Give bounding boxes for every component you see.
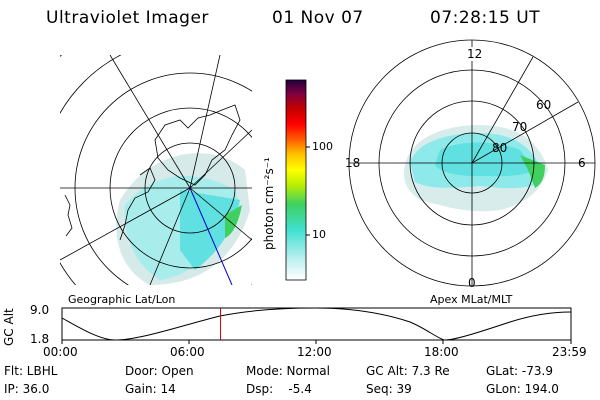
mlt-label-18: 18 xyxy=(345,156,361,170)
altitude-tick-min: 1.8 xyxy=(30,332,50,346)
glon-info: GLon: 194.0 xyxy=(486,382,559,396)
altitude-axis-label: GC Alt xyxy=(2,308,16,346)
geographic-map-image xyxy=(60,55,252,285)
seq-info: Seq: 39 xyxy=(366,382,412,396)
ip-info: IP: 36.0 xyxy=(4,382,50,396)
dsp-info: Dsp: -5.4 xyxy=(246,382,312,396)
gain-info: Gain: 14 xyxy=(125,382,176,396)
mlat-label-80: 80 xyxy=(492,141,508,155)
colorbar-tick-100: 100 xyxy=(312,140,333,153)
geographic-caption: Geographic Lat/Lon xyxy=(68,293,176,306)
altitude-curve xyxy=(61,307,572,341)
altitude-tick-max: 9.0 xyxy=(30,303,50,317)
mlat-label-60: 60 xyxy=(536,98,552,112)
mlt-label-6: 6 xyxy=(578,156,586,170)
magnetic-caption: Apex MLat/MLT xyxy=(430,293,513,306)
door-info: Door: Open xyxy=(125,364,194,378)
colorbar-tick-10: 10 xyxy=(312,228,326,241)
time-tick-0600: 06:00 xyxy=(170,345,205,359)
mlt-label-0: 0 xyxy=(468,276,476,290)
mlat-label-70: 70 xyxy=(512,120,528,134)
mlt-label-12: 12 xyxy=(467,47,483,61)
time-tick-1800: 18:00 xyxy=(424,345,459,359)
filter-info: Flt: LBHL xyxy=(4,364,58,378)
colorbar-gradient xyxy=(285,79,307,281)
mode-info: Mode: Normal xyxy=(246,364,330,378)
time-tick-0000: 00:00 xyxy=(43,345,78,359)
time-tick-2359: 23:59 xyxy=(552,345,587,359)
gc-alt-info: GC Alt: 7.3 Re xyxy=(366,364,450,378)
glat-info: GLat: -73.9 xyxy=(486,364,553,378)
time-label: 07:28:15 UT xyxy=(430,8,541,28)
time-tick-1200: 12:00 xyxy=(297,345,332,359)
instrument-title: Ultraviolet Imager xyxy=(46,8,209,28)
altitude-plot-frame xyxy=(61,307,572,341)
date-label: 01 Nov 07 xyxy=(272,8,364,28)
